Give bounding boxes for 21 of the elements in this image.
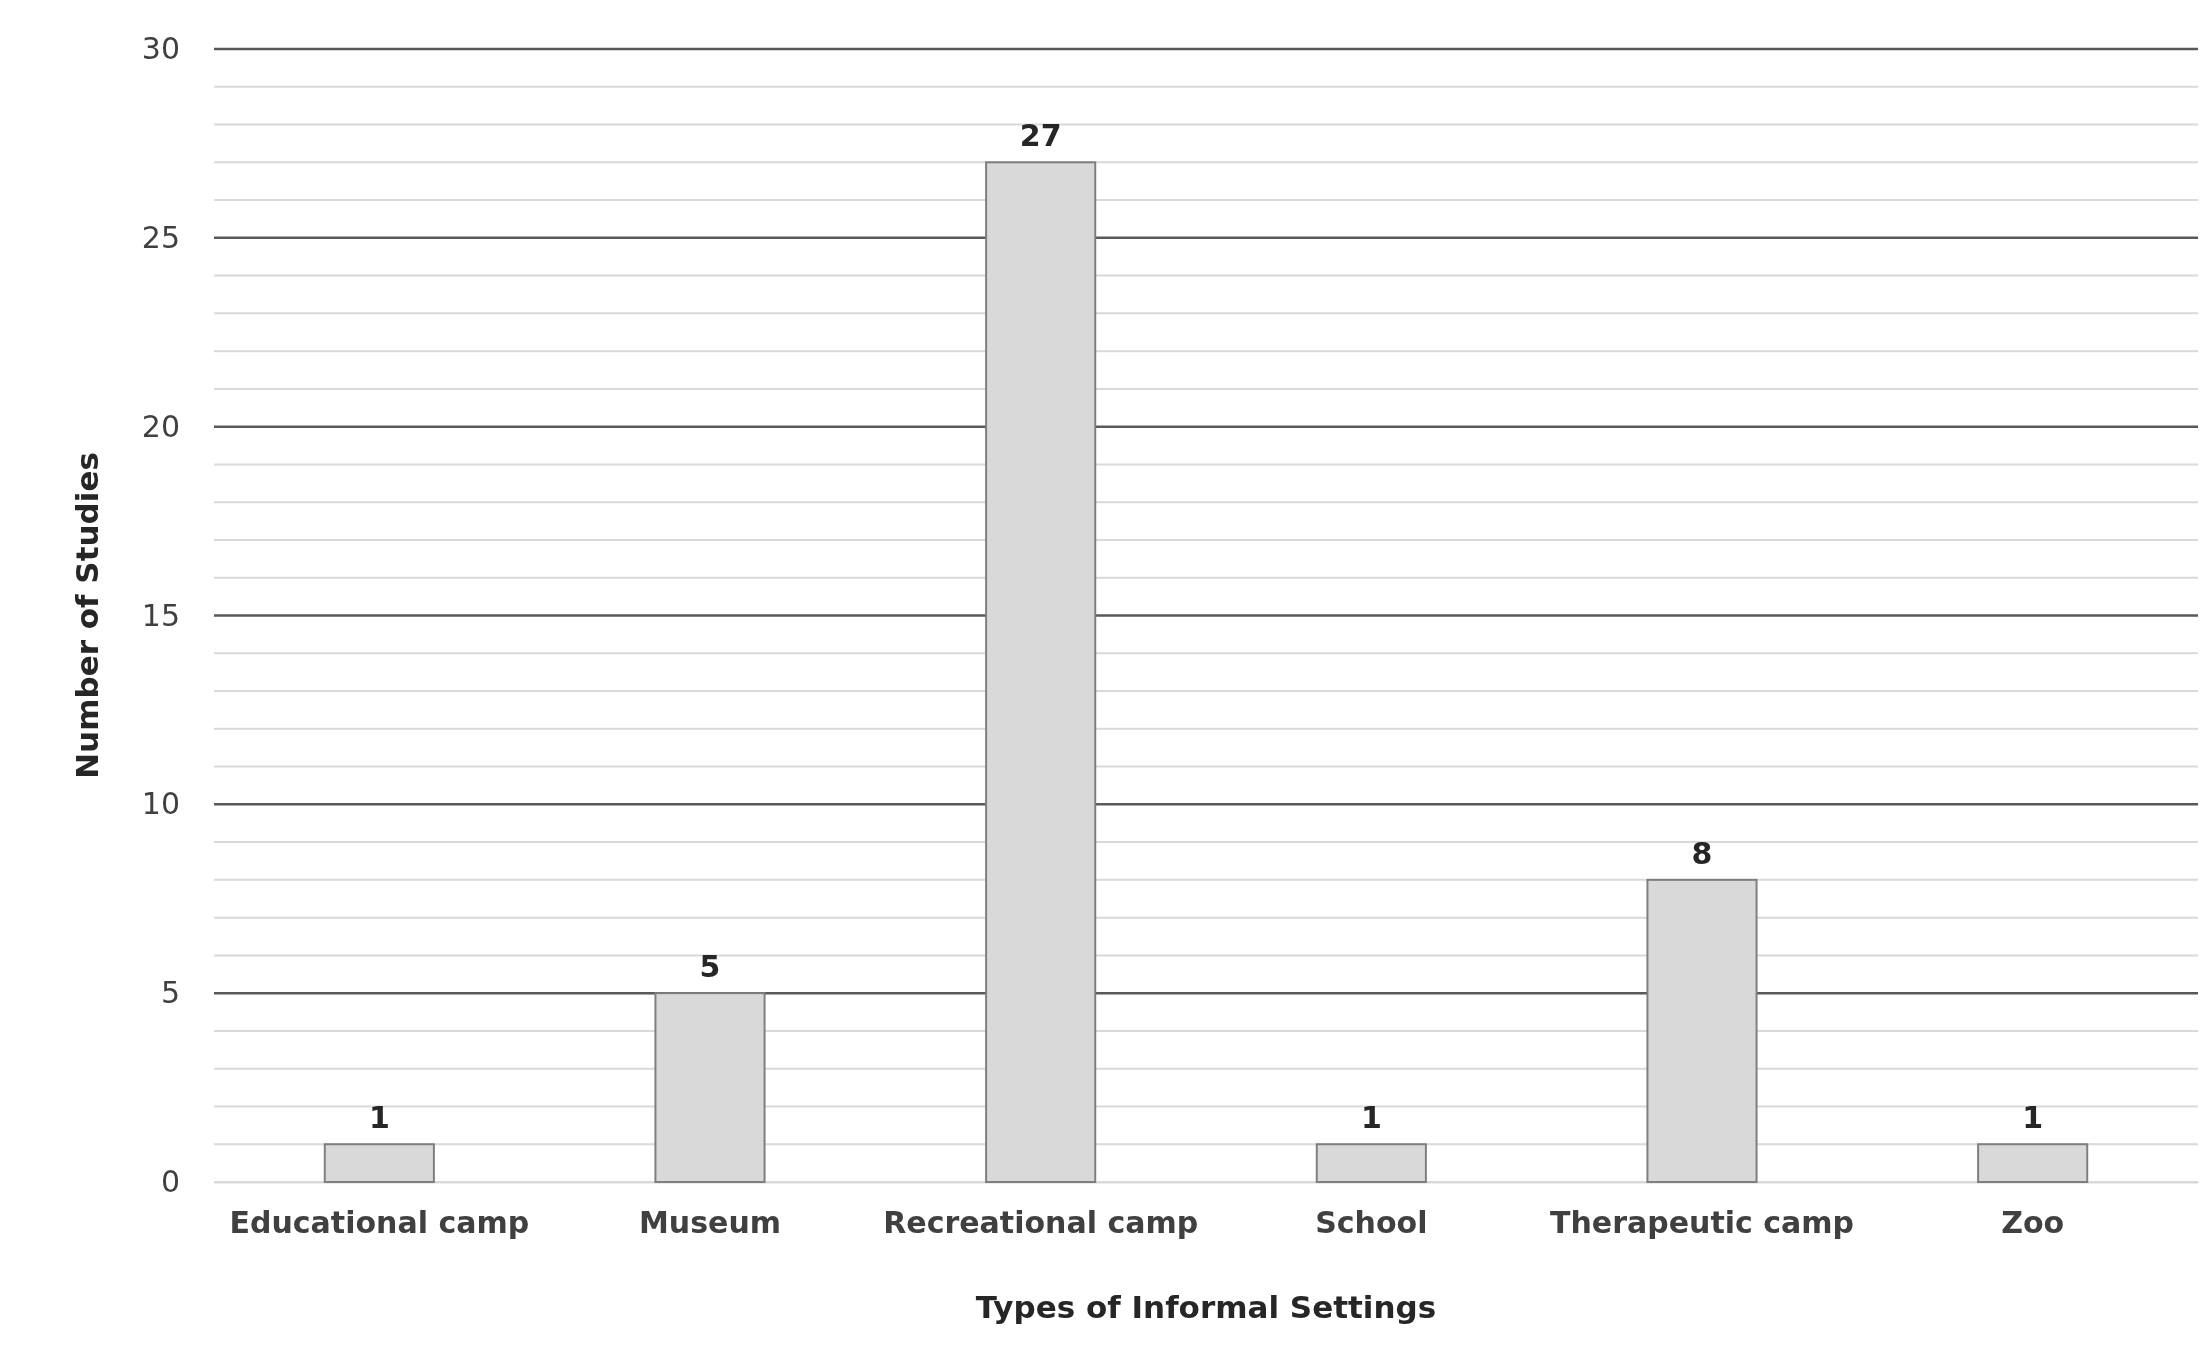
y-tick-label: 5 (160, 975, 180, 1011)
y-axis-title: Number of Studies (69, 452, 105, 779)
x-tick-label: Therapeutic camp (1550, 1205, 1854, 1241)
x-tick-label: Educational camp (229, 1205, 530, 1241)
x-tick-label: School (1315, 1205, 1428, 1241)
data-label: 8 (1691, 835, 1713, 871)
data-label: 1 (1360, 1100, 1382, 1136)
x-tick-label: Zoo (2001, 1205, 2065, 1241)
y-tick-label: 20 (141, 408, 180, 444)
y-tick-label: 25 (141, 219, 180, 255)
y-tick-label: 10 (141, 786, 180, 822)
x-tick-label: Recreational camp (883, 1205, 1199, 1241)
y-tick-label: 0 (160, 1164, 180, 1200)
data-label: 1 (2022, 1100, 2044, 1136)
y-tick-label: 15 (141, 597, 180, 633)
x-axis-title: Types of Informal Settings (975, 1289, 1437, 1325)
data-label: 27 (1019, 118, 1062, 154)
data-label: 1 (368, 1100, 390, 1136)
data-label: 5 (699, 949, 721, 985)
y-tick-label: 30 (141, 31, 180, 67)
x-tick-label: Museum (638, 1205, 782, 1241)
